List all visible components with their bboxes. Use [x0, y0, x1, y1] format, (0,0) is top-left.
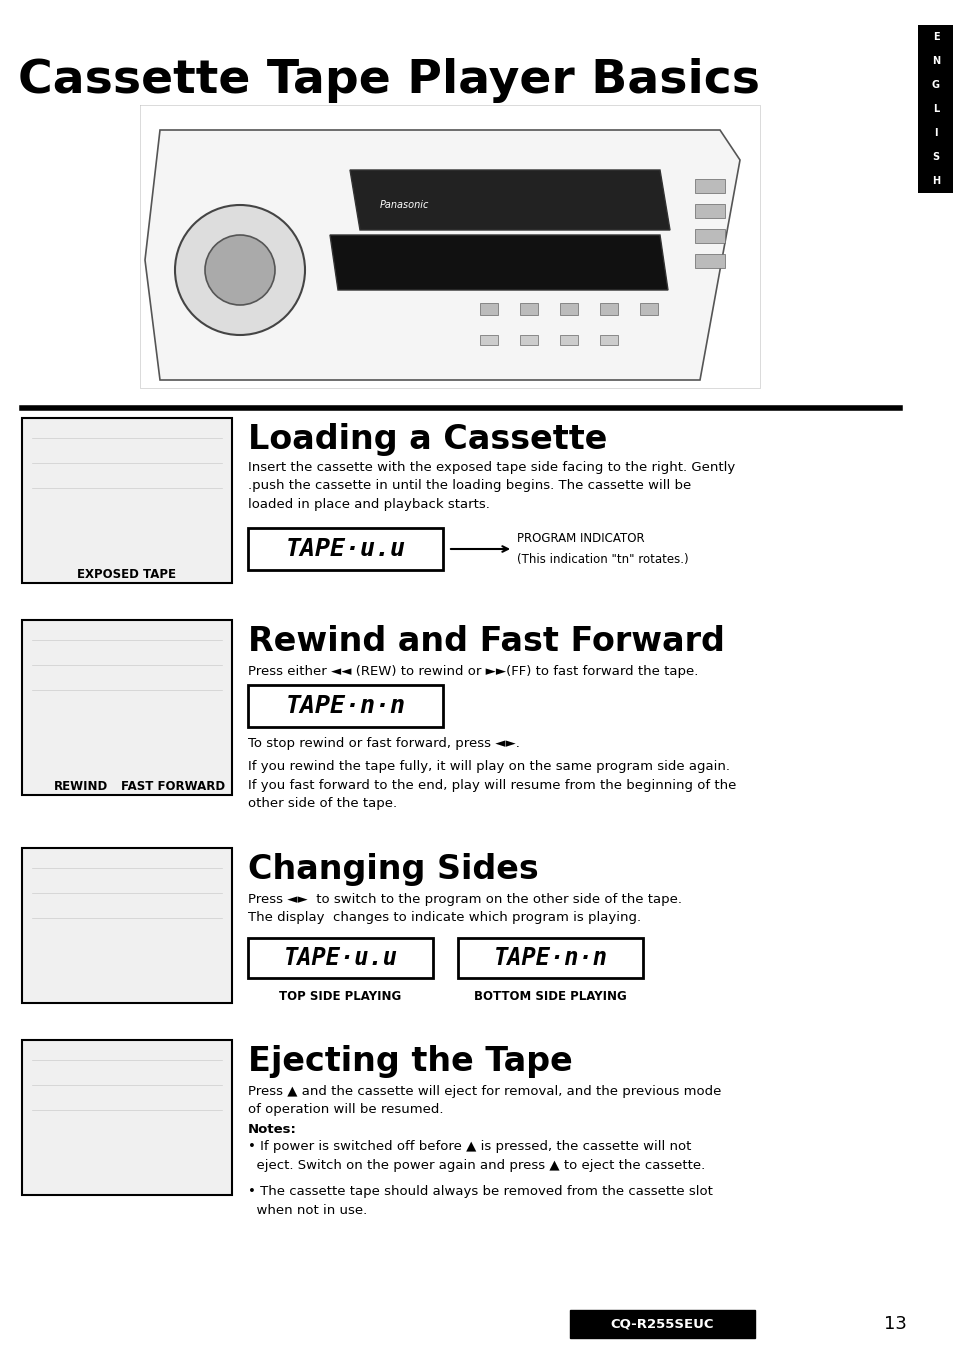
Text: Panasonic: Panasonic: [379, 200, 429, 210]
Bar: [917, 121, 953, 146]
Bar: [519, 336, 537, 345]
Text: E: E: [932, 32, 939, 42]
Text: L: L: [932, 104, 938, 115]
Bar: [569, 1310, 754, 1339]
Bar: [479, 303, 497, 315]
Text: TAPE·n·n: TAPE·n·n: [493, 946, 607, 971]
Text: If you rewind the tape fully, it will play on the same program side again.
If yo: If you rewind the tape fully, it will pl…: [248, 760, 736, 810]
Bar: [639, 303, 658, 315]
Text: CQ-R255SEUC: CQ-R255SEUC: [610, 1317, 714, 1330]
Text: G: G: [931, 80, 939, 90]
Text: S: S: [931, 152, 939, 162]
Bar: [695, 179, 724, 193]
Polygon shape: [145, 129, 740, 380]
Bar: [599, 303, 618, 315]
Text: Changing Sides: Changing Sides: [248, 853, 538, 886]
FancyBboxPatch shape: [22, 620, 232, 795]
Bar: [917, 146, 953, 168]
Bar: [917, 26, 953, 49]
Bar: [917, 168, 953, 193]
FancyBboxPatch shape: [248, 528, 442, 570]
Polygon shape: [330, 235, 667, 290]
Bar: [917, 73, 953, 97]
Text: EXPOSED TAPE: EXPOSED TAPE: [77, 569, 176, 581]
Text: TAPE·n·n: TAPE·n·n: [285, 694, 405, 718]
Bar: [599, 336, 618, 345]
Text: BOTTOM SIDE PLAYING: BOTTOM SIDE PLAYING: [474, 989, 626, 1003]
Bar: [479, 336, 497, 345]
Text: FAST FORWARD: FAST FORWARD: [121, 780, 225, 794]
Text: TOP SIDE PLAYING: TOP SIDE PLAYING: [279, 989, 401, 1003]
Bar: [695, 204, 724, 218]
Text: Press ◄►  to switch to the program on the other side of the tape.
The display  c: Press ◄► to switch to the program on the…: [248, 892, 681, 925]
Bar: [695, 229, 724, 243]
Text: Loading a Cassette: Loading a Cassette: [248, 423, 607, 456]
Text: H: H: [931, 177, 939, 186]
Text: TAPE·u.u: TAPE·u.u: [283, 946, 397, 971]
FancyBboxPatch shape: [248, 685, 442, 727]
FancyBboxPatch shape: [22, 848, 232, 1003]
Text: Notes:: Notes:: [248, 1123, 296, 1136]
Text: TAPE·u.u: TAPE·u.u: [285, 537, 405, 561]
Text: (This indication "tn" rotates.): (This indication "tn" rotates.): [517, 553, 688, 566]
Bar: [695, 253, 724, 268]
Text: PROGRAM INDICATOR: PROGRAM INDICATOR: [517, 532, 644, 545]
Text: I: I: [933, 128, 937, 137]
Bar: [559, 336, 578, 345]
Bar: [917, 97, 953, 121]
Text: 13: 13: [882, 1316, 905, 1333]
Bar: [917, 49, 953, 73]
Text: Press ▲ and the cassette will eject for removal, and the previous mode
of operat: Press ▲ and the cassette will eject for …: [248, 1085, 720, 1116]
Circle shape: [205, 235, 274, 305]
Text: Insert the cassette with the exposed tape side facing to the right. Gently
.push: Insert the cassette with the exposed tap…: [248, 461, 735, 511]
Text: REWIND: REWIND: [53, 780, 108, 794]
Bar: [559, 303, 578, 315]
FancyBboxPatch shape: [457, 938, 642, 979]
Polygon shape: [350, 170, 669, 231]
Text: • The cassette tape should always be removed from the cassette slot
  when not i: • The cassette tape should always be rem…: [248, 1185, 712, 1216]
Text: Rewind and Fast Forward: Rewind and Fast Forward: [248, 625, 724, 658]
FancyBboxPatch shape: [22, 418, 232, 582]
Text: To stop rewind or fast forward, press ◄►.: To stop rewind or fast forward, press ◄►…: [248, 737, 519, 749]
Text: Ejecting the Tape: Ejecting the Tape: [248, 1045, 572, 1078]
Text: N: N: [931, 57, 939, 66]
Text: Cassette Tape Player Basics: Cassette Tape Player Basics: [18, 58, 760, 102]
FancyBboxPatch shape: [22, 1041, 232, 1194]
Circle shape: [174, 205, 305, 336]
Text: Press either ◄◄ (REW) to rewind or ►►(FF) to fast forward the tape.: Press either ◄◄ (REW) to rewind or ►►(FF…: [248, 665, 698, 678]
Text: • If power is switched off before ▲ is pressed, the cassette will not
  eject. S: • If power is switched off before ▲ is p…: [248, 1140, 704, 1171]
FancyBboxPatch shape: [248, 938, 433, 979]
Bar: [519, 303, 537, 315]
